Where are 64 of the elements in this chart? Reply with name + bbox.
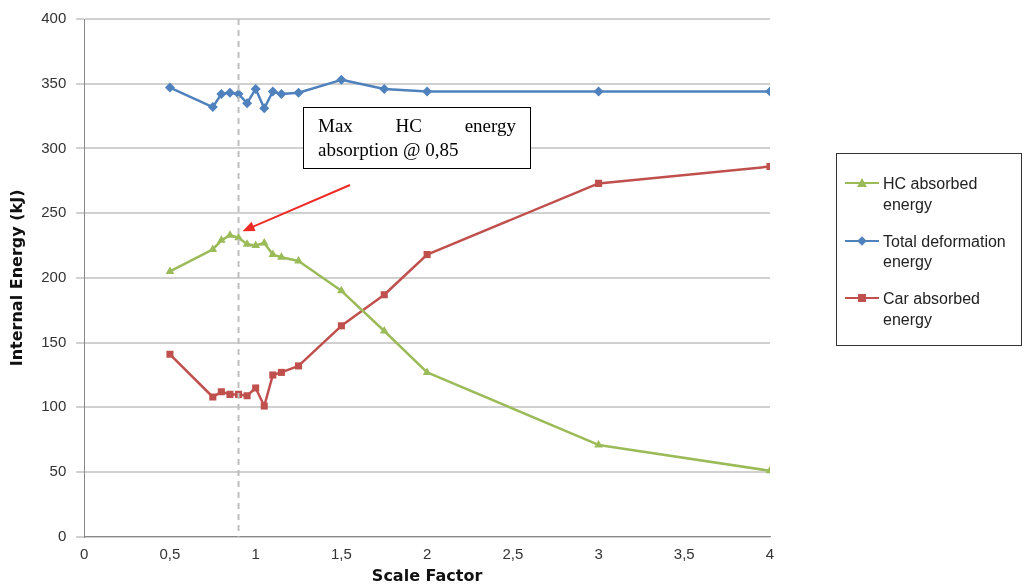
y-tick-label: 150 [41,332,67,350]
point [242,239,252,247]
point [337,322,345,330]
point [269,371,277,379]
point [252,384,260,392]
point [260,402,268,410]
x-tick-label: 4 [765,544,775,562]
x-tick-label: 1 [251,544,260,562]
point [294,256,303,264]
point [422,86,433,97]
x-axis-title: Scale Factor [371,565,483,585]
annotation: Max HC energy absorption @ 0,85 [303,107,531,169]
point [594,439,603,448]
legend-label: Car absorbed energy [883,289,981,330]
point [224,87,235,98]
x-tick-label: 3,5 [673,544,695,562]
point [380,291,388,299]
point [336,74,347,85]
x-tick-label: 0 [80,544,89,562]
point [251,240,260,249]
point [164,82,175,93]
point [208,244,218,252]
y-tick-label: 250 [41,203,67,221]
y-tick-label: 200 [41,268,67,286]
point [276,89,287,100]
point [217,388,225,396]
point [259,103,270,114]
point [217,235,226,243]
point [422,367,432,375]
point [166,350,174,358]
point [293,87,304,98]
point [226,390,234,398]
point [277,252,286,260]
point [259,237,269,246]
point [595,179,603,187]
x-tick-label: 2,5 [502,544,524,562]
y-tick-label: 100 [41,397,67,415]
point [267,86,278,97]
y-axis-title: Internal Energy (kJ) [6,189,26,367]
point [593,86,604,97]
point [379,325,389,334]
point [250,83,261,94]
x-tick-label: 1,5 [330,544,352,562]
x-tick-label: 0,5 [159,544,181,562]
point [209,393,217,401]
point [337,285,346,294]
point [277,368,285,376]
y-tick-label: 400 [41,9,67,27]
legend-label: HC absorbed energy [883,174,979,215]
point [207,102,218,113]
x-tick-label: 2 [422,544,432,562]
point [242,98,253,109]
point [216,89,227,100]
point [243,392,251,400]
y-tick-label: 50 [49,462,67,480]
point [165,266,175,274]
point [295,362,303,370]
legend-label: Total deformation energy [883,231,1007,273]
point [423,251,431,259]
point [225,230,235,238]
y-tick-label: 350 [41,73,67,91]
x-tick-label: 3 [594,544,603,562]
y-tick-label: 300 [41,138,67,156]
y-tick-label: 0 [57,526,67,544]
